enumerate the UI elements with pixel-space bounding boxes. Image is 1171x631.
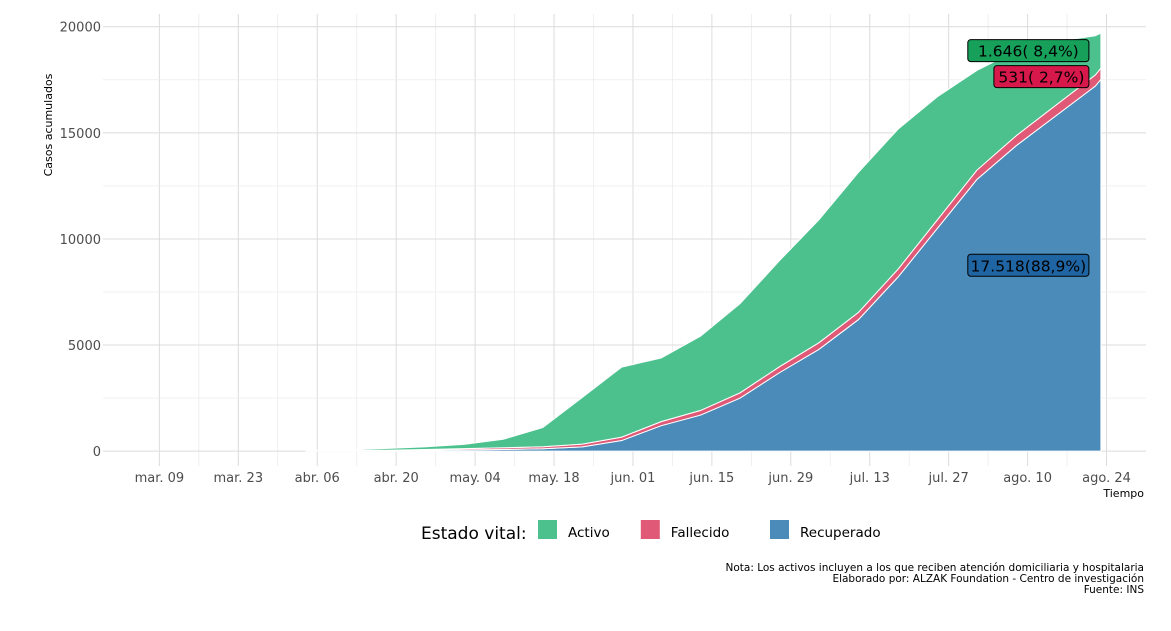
callout-label-activo: 1.646( 8,4%) (978, 43, 1079, 61)
y-axis-title: Casos acumulados (42, 73, 55, 176)
y-tick-label: 15000 (60, 127, 101, 142)
x-axis-title: Tiempo (1102, 487, 1144, 500)
x-axis: mar. 09 mar. 23 abr. 06 abr. 20 may. 04 may. … (135, 471, 1131, 486)
note-line: Nota: Los activos incluyen a los que rec… (726, 562, 1145, 574)
y-tick-label: 10000 (60, 233, 101, 248)
callout-label-fallecido: 531( 2,7%) (998, 69, 1084, 87)
x-tick-label: jun. 01 (610, 471, 656, 486)
x-tick-label: jul. 13 (849, 471, 890, 486)
legend-key-fallecido (640, 520, 660, 539)
legend-label-activo: Activo (568, 525, 610, 541)
notes: Nota: Los activos incluyen a los que rec… (726, 562, 1145, 596)
legend-title: Estado vital: (421, 524, 527, 544)
y-axis: 0 5000 10000 15000 20000 (60, 21, 101, 460)
legend-label-recuperado: Recuperado (800, 525, 881, 541)
x-tick-label: mar. 23 (214, 471, 264, 486)
note-line: Fuente: INS (1084, 584, 1145, 596)
x-tick-label: may. 18 (528, 471, 579, 486)
y-tick-label: 5000 (68, 339, 101, 354)
x-tick-label: may. 04 (449, 471, 500, 486)
y-tick-label: 20000 (60, 21, 101, 36)
area-activo (305, 32, 1102, 452)
legend-key-activo (538, 520, 557, 539)
x-tick-label: jul. 27 (928, 471, 969, 486)
areas (305, 32, 1102, 452)
x-tick-label: ago. 10 (1003, 471, 1052, 486)
callout-box-recuperado (967, 253, 1090, 277)
x-tick-label: jun. 15 (688, 471, 734, 486)
y-tick-label: 0 (93, 445, 101, 460)
x-tick-label: jun. 29 (767, 471, 813, 486)
x-tick-label: ago. 24 (1082, 471, 1131, 486)
legend-label-fallecido: Fallecido (671, 525, 730, 541)
legend-key-recuperado (770, 520, 789, 539)
callout-box-fallecido (993, 65, 1090, 89)
x-tick-label: abr. 06 (295, 471, 340, 486)
x-tick-label: abr. 20 (374, 471, 419, 486)
callout-box-activo (967, 39, 1090, 63)
callouts: 1.646( 8,4%) 531( 2,7%) 17.518(88,9%) (967, 39, 1090, 277)
x-tick-label: mar. 09 (135, 471, 185, 486)
legend: Estado vital: Activo Fallecido Recuperado (421, 520, 881, 544)
callout-label-recuperado: 17.518(88,9%) (971, 257, 1087, 275)
note-line: Elaborado por: ALZAK Foundation - Centro… (832, 573, 1144, 585)
